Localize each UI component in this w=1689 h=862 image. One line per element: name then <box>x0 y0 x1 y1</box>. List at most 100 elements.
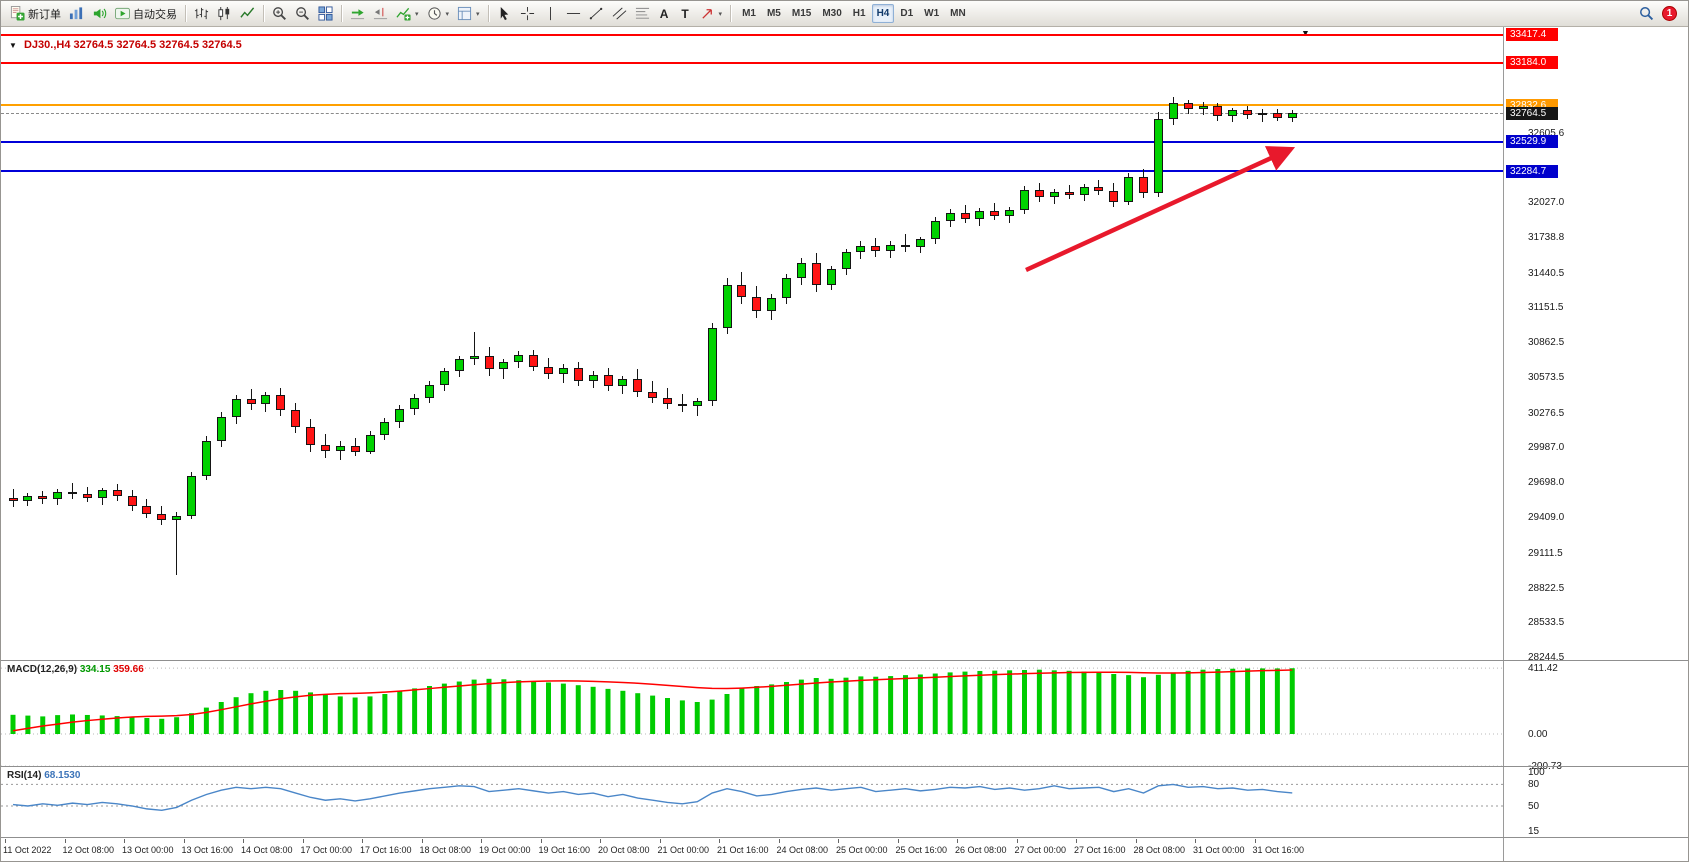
vertical-line-tool-button[interactable] <box>539 3 562 24</box>
periods-button[interactable]: ▾ <box>423 3 454 24</box>
fibonacci-tool-button[interactable] <box>631 3 654 24</box>
macd-panel[interactable]: MACD(12,26,9) 334.15 359.66 <box>1 662 1503 766</box>
dropdown-caret-icon: ▾ <box>445 10 450 18</box>
indicators-button[interactable]: ▾ <box>392 3 423 24</box>
candle-body <box>514 354 524 362</box>
candle-body <box>663 397 672 404</box>
candle-body <box>1094 187 1104 191</box>
rsi-panel[interactable]: RSI(14) 68.1530 <box>1 768 1503 837</box>
cursor-tool-button[interactable] <box>493 3 516 24</box>
candlestick-chart-button[interactable] <box>213 3 236 24</box>
candle-body <box>142 506 152 515</box>
candle-body <box>380 421 390 436</box>
price-level-badge[interactable]: 32529.9 <box>1506 135 1558 149</box>
label-tool-button[interactable]: T <box>675 3 696 24</box>
candle-body <box>648 391 658 398</box>
channel-tool-button[interactable] <box>608 3 631 24</box>
candle-body <box>53 491 63 500</box>
candle-body <box>1168 103 1178 119</box>
symbol-period-label: DJ30.,H4 <box>23 39 71 51</box>
candle-body <box>960 212 970 219</box>
price-axis[interactable]: 32605.6 32027.0 31738.8 31440.5 31151.5 30862… <box>1504 27 1688 861</box>
panel-separator[interactable] <box>1 660 1688 661</box>
symbol-dropdown-icon[interactable]: ▼ <box>9 41 17 50</box>
candle-body <box>603 374 613 386</box>
arrows-tool-button[interactable]: ▾ <box>696 3 727 24</box>
time-tick <box>421 839 423 843</box>
new-order-button[interactable]: 新订单 <box>6 3 65 24</box>
dropdown-caret-icon: ▾ <box>718 10 723 18</box>
search-icon <box>1639 6 1654 21</box>
timeframe-h1[interactable]: H1 <box>852 8 866 19</box>
time-tick <box>659 839 661 843</box>
candle-body <box>1064 192 1074 195</box>
time-axis-label: 14 Oct 08:00 <box>241 845 293 855</box>
bar-chart-button[interactable] <box>190 3 213 24</box>
time-axis-label: 20 Oct 08:00 <box>598 845 650 855</box>
candle-wick <box>72 483 73 499</box>
timeframe-m15[interactable]: M15 <box>791 8 812 19</box>
candle-body <box>97 490 107 498</box>
candle-body <box>425 384 434 398</box>
search-button[interactable] <box>1635 3 1658 24</box>
candle-wick <box>652 380 654 403</box>
time-axis[interactable]: 11 Oct 2022 12 Oct 08:00 13 Oct 00:00 13 Oc… <box>1 839 1503 861</box>
chart-shift-button[interactable] <box>369 3 392 24</box>
timeframe-d1[interactable]: D1 <box>900 8 914 19</box>
notification-badge[interactable]: 1 <box>1662 6 1677 21</box>
time-axis-label: 21 Oct 16:00 <box>717 845 769 855</box>
candle-wick <box>681 394 683 413</box>
indicators-icon <box>396 6 411 21</box>
price-level-line[interactable] <box>1 33 1503 36</box>
line-chart-button[interactable] <box>236 3 259 24</box>
price-level-badge[interactable]: 33184.0 <box>1506 56 1558 70</box>
candle-body <box>1005 210 1015 217</box>
candle-body <box>335 445 345 451</box>
timeframe-w1[interactable]: W1 <box>924 8 940 19</box>
megaphone-icon <box>92 6 107 21</box>
timeframe-m1[interactable]: M1 <box>742 8 756 19</box>
candle-body <box>454 359 464 372</box>
time-tick <box>183 839 185 843</box>
crosshair-tool-button[interactable] <box>516 3 539 24</box>
timeframe-mn[interactable]: MN <box>950 8 966 19</box>
price-level-badge[interactable]: 32284.7 <box>1506 164 1558 178</box>
time-tick <box>243 839 244 843</box>
time-axis-label: 25 Oct 16:00 <box>895 845 948 855</box>
candle-body <box>1020 189 1029 211</box>
rsi-axis-label: 15 <box>1528 826 1540 838</box>
time-tick <box>362 839 363 843</box>
candle-body <box>365 435 375 452</box>
time-tick <box>1076 839 1077 843</box>
autotrading-button[interactable]: 自动交易 <box>111 3 181 24</box>
candle-body <box>201 441 211 476</box>
price-level-badge[interactable]: 33417.4 <box>1506 28 1558 42</box>
timeframe-h4[interactable]: H4 <box>871 4 895 23</box>
price-level-line[interactable] <box>1 170 1503 173</box>
alerts-button[interactable] <box>88 3 111 24</box>
candle-wick <box>339 441 341 461</box>
price-level-line[interactable] <box>1 140 1503 143</box>
text-tool-button[interactable]: A <box>654 3 675 24</box>
timeframe-m5[interactable]: M5 <box>766 8 781 19</box>
price-level-line[interactable] <box>1 61 1503 64</box>
macd-axis-label: 0.00 <box>1528 729 1548 740</box>
panel-separator[interactable] <box>1 766 1688 767</box>
open-chart-button[interactable] <box>65 3 88 24</box>
price-chart-plot[interactable]: ▼ DJ30.,H4 32764.5 32764.5 32764.5 32764… <box>1 31 1503 660</box>
candle-body <box>1183 103 1193 110</box>
price-level-line[interactable] <box>1 104 1503 107</box>
templates-button[interactable]: ▾ <box>453 3 484 24</box>
auto-scroll-button[interactable] <box>346 3 369 24</box>
candle-body <box>1243 110 1253 116</box>
tile-windows-button[interactable] <box>314 3 337 24</box>
horizontal-line-tool-button[interactable] <box>562 3 585 24</box>
candle-body <box>1034 189 1044 197</box>
zoom-in-button[interactable] <box>268 3 291 24</box>
trendline-tool-button[interactable] <box>585 3 608 24</box>
time-tick <box>1254 839 1256 843</box>
arrow-object-icon <box>700 6 715 21</box>
zoom-out-button[interactable] <box>291 3 314 24</box>
timeframe-m30[interactable]: M30 <box>822 8 842 19</box>
price-level-badge[interactable]: 32764.5 <box>1506 106 1558 120</box>
